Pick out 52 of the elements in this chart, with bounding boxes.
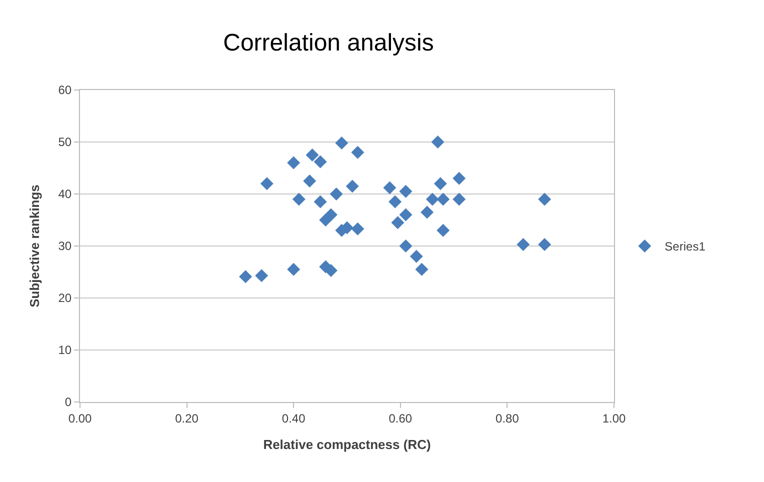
point xyxy=(314,195,327,208)
x-axis-title: Relative compactness (RC) xyxy=(263,437,431,452)
point xyxy=(306,148,319,162)
legend-label: Series1 xyxy=(664,240,706,254)
point xyxy=(431,136,444,148)
point xyxy=(287,156,300,170)
point xyxy=(260,177,274,190)
point xyxy=(399,240,412,252)
point xyxy=(452,172,466,185)
point xyxy=(415,262,428,276)
point xyxy=(324,208,338,222)
point xyxy=(399,184,412,198)
x-tick-label: 1.00 xyxy=(602,411,626,426)
point xyxy=(399,208,412,222)
y-tick-label: 30 xyxy=(58,239,72,254)
point xyxy=(420,206,434,219)
point xyxy=(330,188,343,200)
chart-title: Correlation analysis xyxy=(223,30,434,57)
point xyxy=(388,195,402,208)
x-tick-label: 0.20 xyxy=(175,411,199,426)
point xyxy=(516,238,530,251)
point xyxy=(383,181,396,194)
x-tick-label: 0.60 xyxy=(388,411,412,426)
y-tick-label: 40 xyxy=(58,187,72,202)
point xyxy=(410,250,423,263)
y-axis-title: Subjective rankings xyxy=(27,184,42,308)
point xyxy=(335,136,348,150)
point xyxy=(538,192,552,206)
point xyxy=(538,238,552,251)
point xyxy=(351,222,364,236)
y-tick-label: 0 xyxy=(64,395,72,410)
point xyxy=(292,192,306,206)
x-tick-label: 0.80 xyxy=(496,411,520,426)
point xyxy=(303,174,316,188)
y-tick-label: 20 xyxy=(58,291,72,306)
point xyxy=(287,262,300,276)
y-tick-label: 50 xyxy=(58,135,72,150)
point xyxy=(452,192,466,206)
point xyxy=(255,269,268,282)
point xyxy=(426,192,439,206)
point xyxy=(434,177,447,190)
point xyxy=(391,216,404,230)
y-tick-label: 60 xyxy=(58,83,72,98)
point xyxy=(239,270,252,284)
point xyxy=(314,155,327,168)
point xyxy=(436,224,450,237)
y-tick-label: 10 xyxy=(58,343,72,358)
x-tick-label: 0.40 xyxy=(282,411,306,426)
point xyxy=(346,180,359,193)
x-tick-label: 0.00 xyxy=(68,411,92,426)
point xyxy=(351,146,364,159)
point xyxy=(436,192,450,206)
